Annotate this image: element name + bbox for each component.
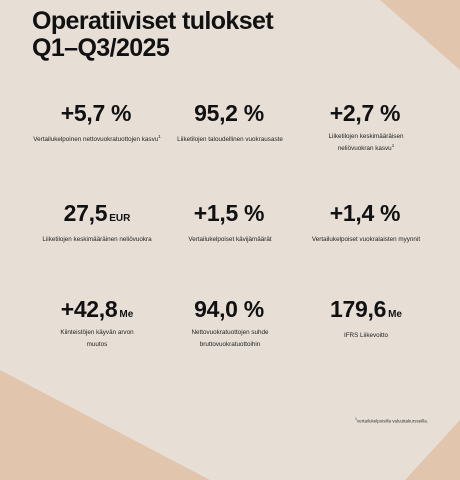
decorative-triangle-top-right	[380, 0, 460, 70]
page-title: Operatiiviset tulokset Q1–Q3/2025	[32, 7, 274, 62]
kpi-card: +1,4 % Vertailukelpoiset vuokralaisten m…	[301, 200, 431, 245]
kpi-value: +1,5 %	[193, 200, 265, 226]
kpi-value: 95,2 %	[194, 100, 264, 126]
kpi-card: +2,7 % Liiketilojen keskimääräisen neliö…	[301, 100, 431, 153]
kpi-card: +42,8 Me Kiinteistöjen käyvän arvon muuto…	[32, 296, 162, 349]
kpi-label: Vertailukelpoinen nettovuokratuottojen k…	[33, 134, 161, 144]
kpi-label: Liiketilojen taloudellinen vuokrausaste	[177, 136, 283, 144]
kpi-value: 94,0 %	[194, 296, 264, 322]
kpi-label: IFRS Liikevoitto	[343, 332, 389, 340]
kpi-value: +2,7 %	[329, 100, 401, 126]
kpi-label: Liiketilojen keskimääräisen neliövuokran…	[328, 133, 404, 152]
kpi-value: +42,8 Me	[60, 296, 134, 322]
kpi-value: +5,7 %	[60, 100, 132, 126]
decorative-triangle-bottom-right	[405, 420, 460, 480]
kpi-card: 179,6 Me IFRS Liikevoitto	[301, 296, 431, 341]
kpi-value: +1,4 %	[329, 200, 401, 226]
kpi-value: 179,6 Me	[330, 296, 402, 322]
kpi-label: Vertailukelpoiset kävijämäärät	[188, 236, 272, 244]
title-line-1: Operatiiviset tulokset	[32, 7, 274, 35]
title-line-2: Q1–Q3/2025	[32, 34, 170, 62]
kpi-card: 94,0 % Nettovuokratuottojen suhde brutto…	[165, 296, 295, 349]
kpi-card: 27,5 EUR Liiketilojen keskimääräinen neli…	[32, 200, 162, 245]
decorative-triangle-bottom-left	[0, 370, 210, 480]
kpi-label: Kiinteistöjen käyvän arvon muutos	[60, 329, 134, 348]
kpi-label: Nettovuokratuottojen suhde bruttovuokrat…	[191, 329, 269, 348]
kpi-card: 95,2 % Liiketilojen taloudellinen vuokra…	[165, 100, 295, 145]
footnote: 1vertailukelpoisilla valuuttakursseilla.	[355, 417, 428, 424]
kpi-card: +1,5 % Vertailukelpoiset kävijämäärät	[165, 200, 295, 245]
kpi-card: +5,7 % Vertailukelpoinen nettovuokratuot…	[32, 100, 162, 145]
kpi-label: Liiketilojen keskimääräinen neliövuokra	[42, 236, 152, 244]
kpi-label: Vertailukelpoiset vuokralaisten myynnit	[311, 236, 421, 244]
kpi-value: 27,5 EUR	[63, 200, 131, 226]
